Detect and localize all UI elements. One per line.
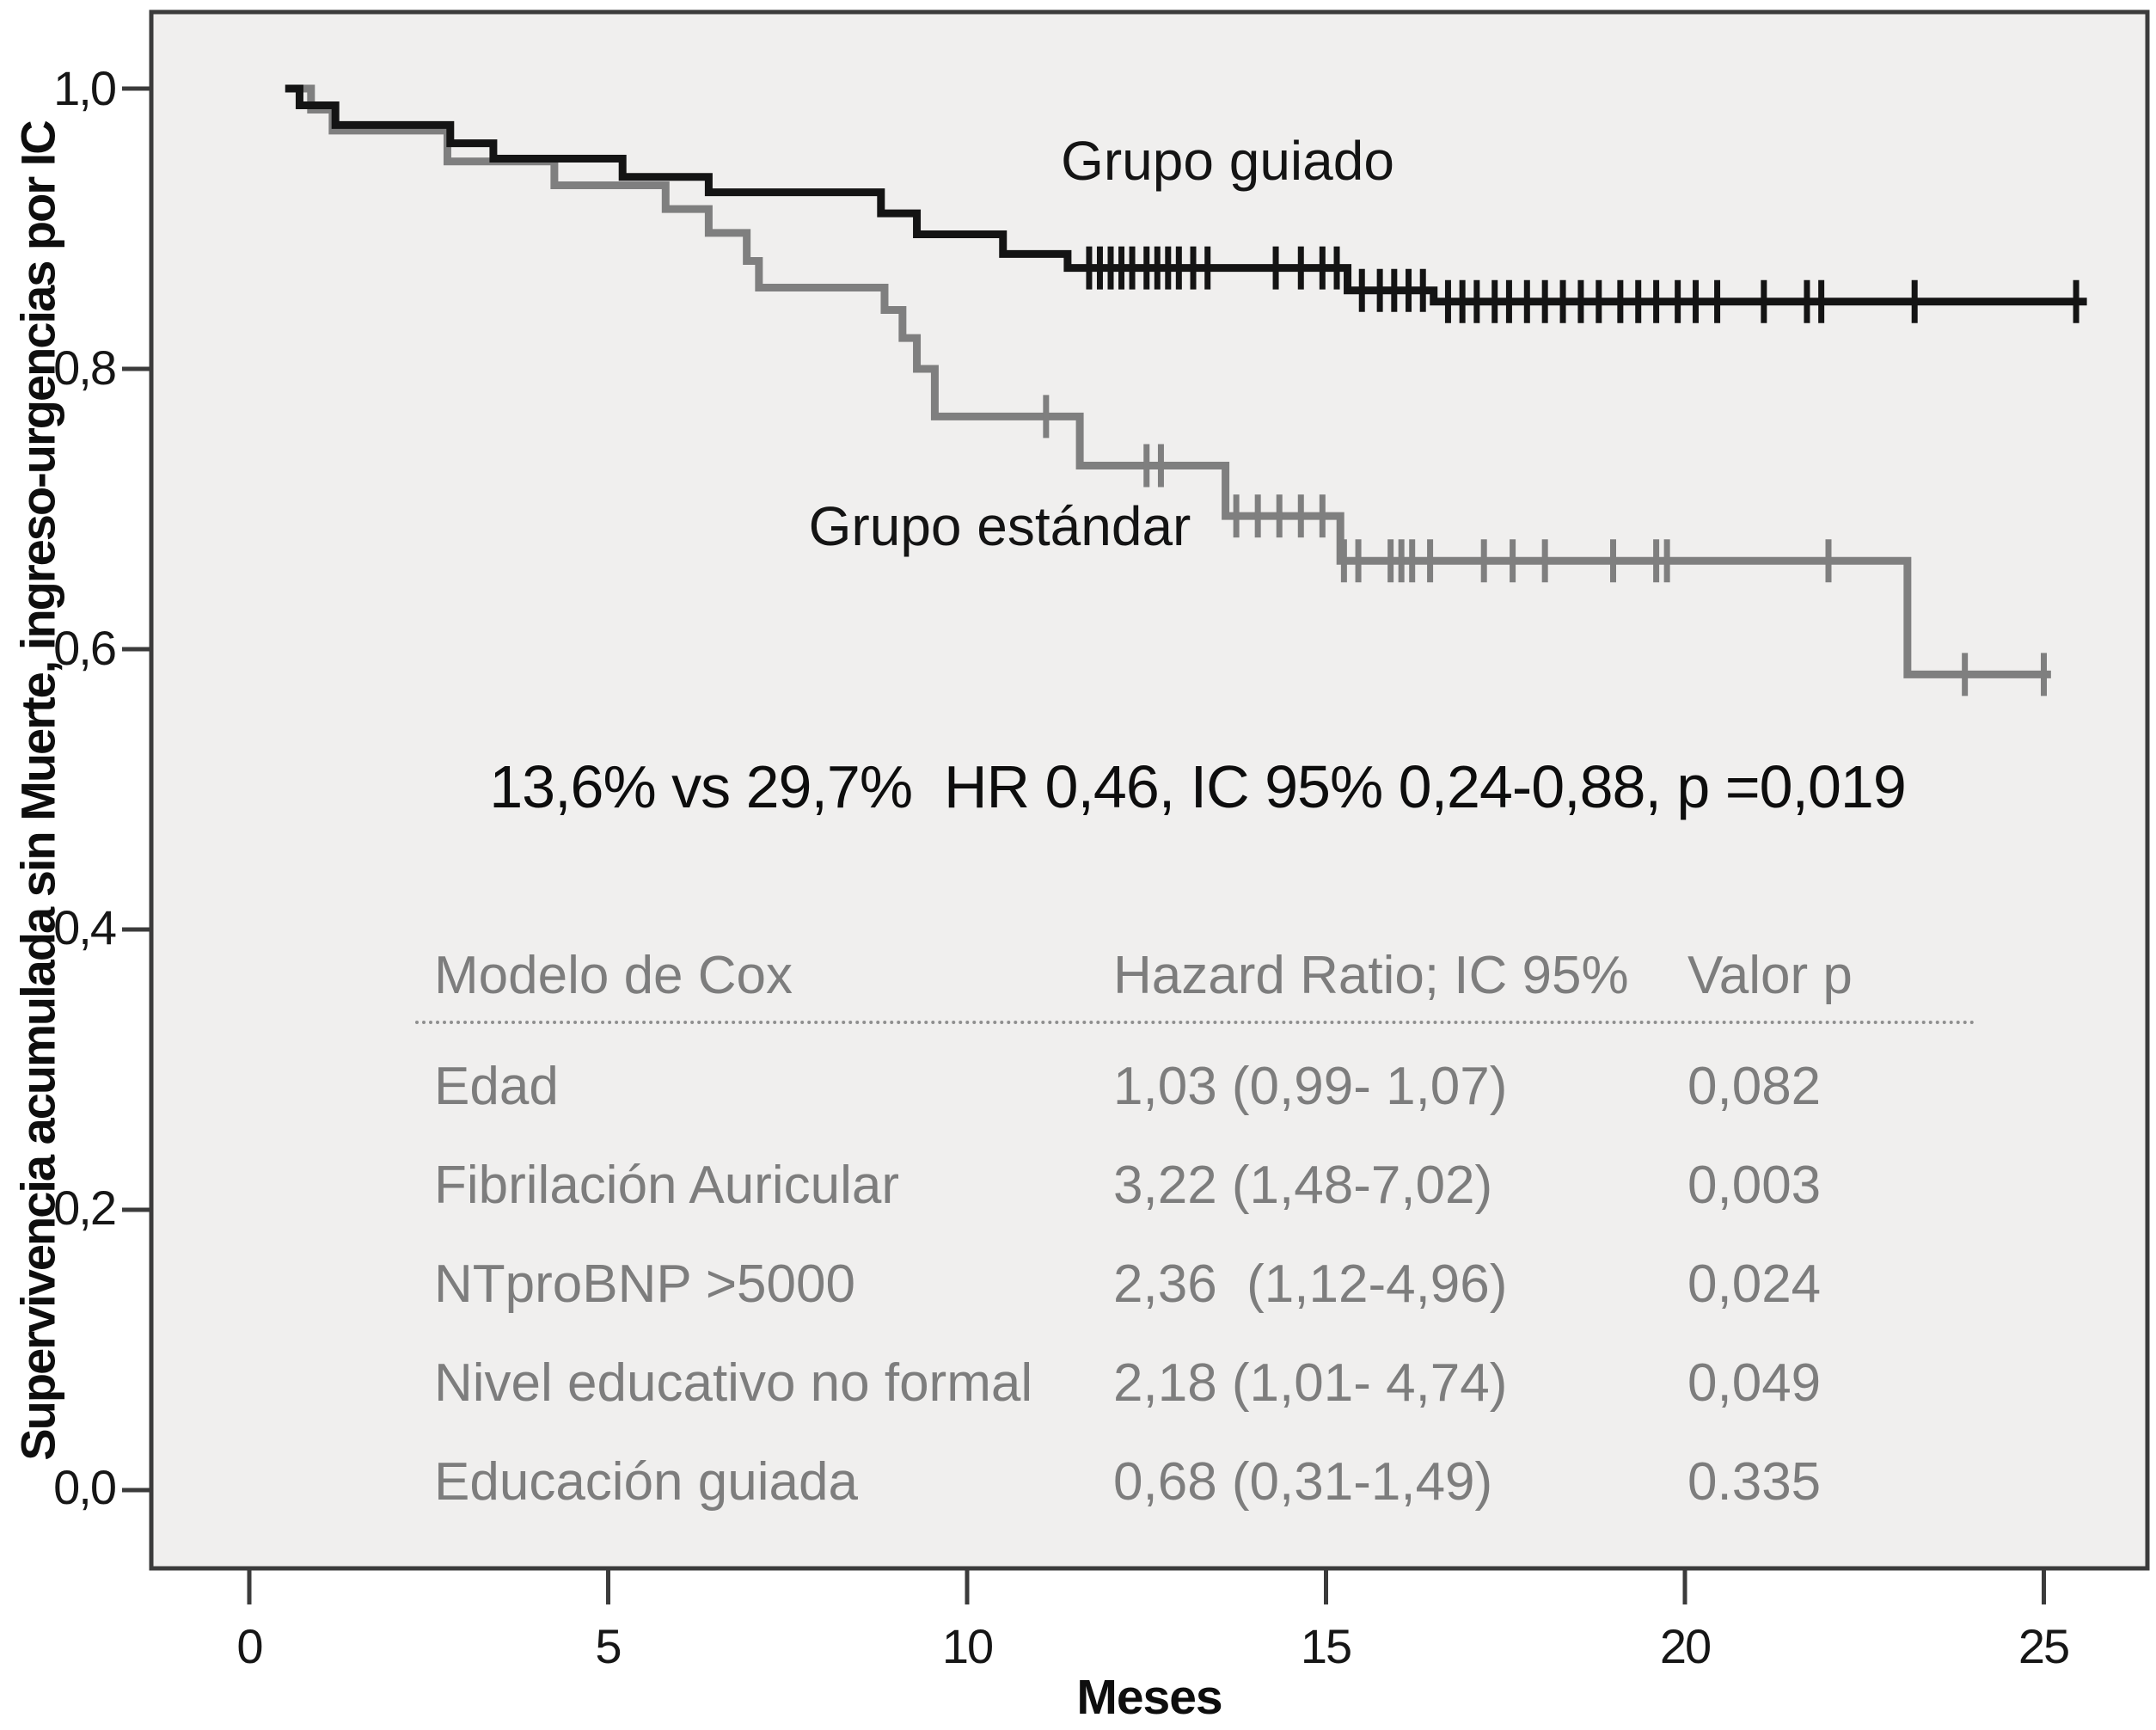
- y-tick-label: 0,8: [53, 340, 117, 395]
- cox-table-rows: Edad 1,03 (0,99- 1,07) 0,082 Fibrilación…: [415, 1024, 1975, 1531]
- table-row: Nivel educativo no formal 2,18 (1,01- 4,…: [415, 1334, 1975, 1432]
- cox-p-value: 0,003: [1687, 1156, 1822, 1215]
- x-tick-label: 15: [1300, 1619, 1352, 1673]
- x-axis-title: Meses: [1076, 1670, 1222, 1725]
- cox-header-p: Valor p: [1687, 945, 1853, 1005]
- guided-group-label: Grupo guiado: [1061, 130, 1394, 192]
- y-tick-label: 0,2: [53, 1181, 117, 1235]
- cox-table-header: Modelo de Cox Hazard Ratio; IC 95% Valor…: [415, 942, 1975, 1009]
- table-row: NTproBNP >5000 2,36 (1,12-4,96) 0,024: [415, 1235, 1975, 1334]
- survival-curves: [285, 84, 2087, 696]
- x-axis-tick-marks: [247, 1568, 2046, 1604]
- y-tick-label: 1,0: [53, 61, 117, 115]
- cox-header-model: Modelo de Cox: [434, 945, 793, 1005]
- cox-p-value: 0,049: [1687, 1353, 1822, 1413]
- cox-hr-value: 2,36 (1,12-4,96): [1113, 1255, 1508, 1314]
- y-axis-tick-marks: [122, 86, 151, 1493]
- y-tick-label: 0,0: [53, 1460, 117, 1514]
- y-axis-title: Supervivencia acumulada sin Muerte, ingr…: [10, 121, 65, 1461]
- cox-hr-value: 3,22 (1,48-7,02): [1113, 1156, 1493, 1215]
- cox-variable: NTproBNP >5000: [434, 1255, 855, 1314]
- cox-p-value: 0.335: [1687, 1452, 1822, 1512]
- cox-variable: Fibrilación Auricular: [434, 1156, 899, 1215]
- x-tick-label: 0: [236, 1619, 263, 1673]
- standard-censor-ticks: [1043, 395, 2047, 696]
- cox-p-value: 0,024: [1687, 1255, 1822, 1314]
- x-tick-label: 10: [941, 1619, 994, 1673]
- table-row: Educación guiada 0,68 (0,31-1,49) 0.335: [415, 1432, 1975, 1531]
- cox-hr-value: 2,18 (1,01- 4,74): [1113, 1353, 1508, 1413]
- standard-group-label: Grupo estándar: [808, 495, 1191, 557]
- cox-table-separator: [415, 1021, 1975, 1024]
- y-tick-label: 0,6: [53, 621, 117, 675]
- cox-p-value: 0,082: [1687, 1057, 1822, 1116]
- cox-table: Modelo de Cox Hazard Ratio; IC 95% Valor…: [415, 942, 1975, 1531]
- table-row: Fibrilación Auricular 3,22 (1,48-7,02) 0…: [415, 1136, 1975, 1235]
- cox-hr-value: 1,03 (0,99- 1,07): [1113, 1057, 1508, 1116]
- cox-variable: Edad: [434, 1057, 559, 1116]
- x-tick-label: 20: [1659, 1619, 1712, 1673]
- y-tick-label: 0,4: [53, 900, 117, 954]
- cox-hr-value: 0,68 (0,31-1,49): [1113, 1452, 1493, 1512]
- table-row: Edad 1,03 (0,99- 1,07) 0,082: [415, 1037, 1975, 1136]
- cox-header-hr: Hazard Ratio; IC 95%: [1113, 945, 1629, 1005]
- cox-variable: Educación guiada: [434, 1452, 858, 1512]
- guided-censor-ticks: [1086, 246, 2079, 323]
- hr-annotation: 13,6% vs 29,7% HR 0,46, IC 95% 0,24-0,88…: [489, 753, 1907, 820]
- x-tick-label: 5: [595, 1619, 622, 1673]
- cox-variable: Nivel educativo no formal: [434, 1353, 1033, 1413]
- x-tick-label: 25: [2018, 1619, 2070, 1673]
